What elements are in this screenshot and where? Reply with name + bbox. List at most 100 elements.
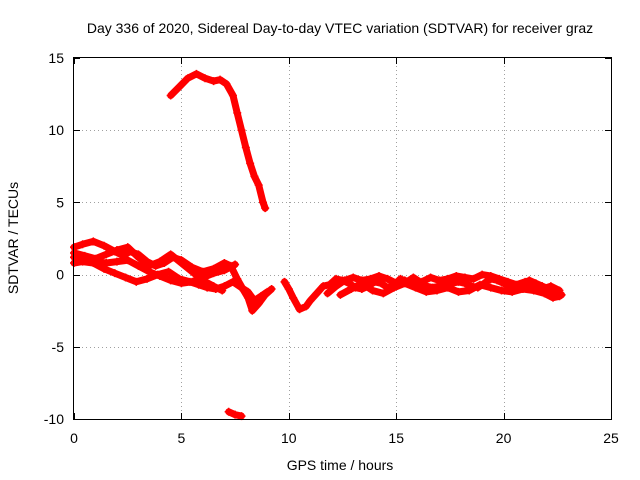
data-point: [518, 285, 527, 294]
data-point: [435, 276, 444, 285]
data-point: [89, 237, 98, 246]
data-point: [246, 159, 255, 168]
data-point: [110, 269, 119, 278]
data-point: [280, 277, 289, 286]
data-point: [231, 260, 240, 269]
data-point: [323, 289, 332, 298]
data-point: [209, 282, 218, 291]
data-point: [220, 266, 229, 275]
data-point: [261, 204, 270, 213]
data-point: [508, 287, 517, 296]
data-point: [91, 254, 100, 263]
data-point: [469, 274, 478, 283]
data-point: [231, 410, 240, 419]
data-point: [357, 279, 366, 288]
data-point: [102, 259, 111, 268]
chart-title: Day 336 of 2020, Sidereal Day-to-day VTE…: [87, 20, 593, 36]
data-point: [503, 277, 512, 286]
data-point: [332, 274, 341, 283]
data-point: [80, 251, 89, 260]
data-point: [243, 287, 252, 296]
data-point: [368, 286, 377, 295]
data-point: [143, 274, 152, 283]
data-point: [306, 296, 315, 305]
data-point: [540, 289, 549, 298]
series-track-e: [166, 69, 270, 213]
data-point: [433, 286, 442, 295]
data-point: [194, 280, 203, 289]
data-point: [112, 257, 121, 266]
x-tick-label: 5: [178, 430, 186, 446]
data-point: [228, 91, 237, 100]
data-point: [250, 172, 259, 181]
data-point: [301, 302, 310, 311]
data-point: [379, 289, 388, 298]
series-track-f: [224, 407, 246, 421]
data-point: [134, 253, 143, 262]
data-point: [497, 286, 506, 295]
data-point: [521, 277, 530, 286]
data-point: [555, 292, 564, 301]
series-band: [336, 279, 563, 302]
data-point: [201, 74, 210, 83]
data-point: [166, 91, 175, 100]
data-point: [218, 286, 227, 295]
data-point: [100, 264, 109, 273]
data-point: [166, 276, 175, 285]
data-point: [400, 279, 409, 288]
series-layer: [70, 69, 566, 421]
x-tick-label: 0: [70, 430, 78, 446]
data-point: [336, 290, 345, 299]
series-band: [167, 70, 269, 212]
data-point: [188, 267, 197, 276]
x-tick-label: 15: [388, 430, 404, 446]
data-point: [332, 282, 341, 291]
data-point: [340, 276, 349, 285]
x-axis-label: GPS time / hours: [287, 457, 394, 473]
x-tick-label: 10: [281, 430, 297, 446]
data-point: [237, 283, 246, 292]
y-tick-label: -5: [52, 339, 65, 355]
data-point: [529, 286, 538, 295]
data-point: [289, 293, 298, 302]
data-point: [224, 407, 233, 416]
data-point: [284, 285, 293, 294]
data-point: [250, 296, 259, 305]
data-point: [153, 270, 162, 279]
data-point: [377, 279, 386, 288]
data-point: [454, 287, 463, 296]
data-point: [100, 241, 109, 250]
data-point: [198, 276, 207, 285]
data-point: [123, 243, 132, 252]
data-point: [486, 272, 495, 281]
data-point: [426, 273, 435, 282]
data-point: [375, 272, 384, 281]
data-point: [486, 283, 495, 292]
data-point: [121, 273, 130, 282]
data-point: [155, 257, 164, 266]
data-point: [475, 280, 484, 289]
data-point: [549, 293, 558, 302]
grid-layer: [74, 58, 611, 419]
plot-frame: [73, 57, 612, 420]
data-point: [452, 272, 461, 281]
data-point: [102, 250, 111, 259]
data-point: [263, 287, 272, 296]
data-point: [164, 267, 173, 276]
data-point: [295, 305, 304, 314]
data-point: [259, 198, 268, 207]
data-point: [465, 286, 474, 295]
data-point: [78, 257, 87, 266]
data-point: [241, 143, 250, 152]
series-track-i: [336, 279, 564, 302]
data-point: [312, 289, 321, 298]
data-point: [166, 250, 175, 259]
y-tick-label: 0: [56, 267, 64, 283]
data-point: [495, 274, 504, 283]
data-point: [383, 274, 392, 283]
data-point: [192, 69, 201, 78]
data-point: [248, 306, 257, 315]
data-point: [132, 277, 141, 286]
series-track-d: [70, 243, 227, 295]
